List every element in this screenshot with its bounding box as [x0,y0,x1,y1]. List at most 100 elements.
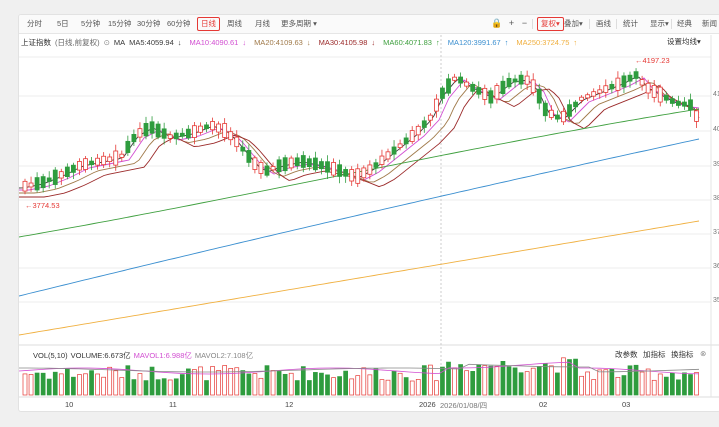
period-tab-weekly[interactable]: 周线 [227,19,242,28]
candle-body [639,79,645,86]
change-params-button[interactable]: 改参数 [615,350,638,359]
drawline-button[interactable]: 画线 [596,19,611,28]
adjust-dropdown[interactable]: 复权▾ [537,17,564,31]
candle-body [645,82,651,94]
volume-bar [518,372,524,396]
candle-body [427,114,433,121]
classic-button[interactable]: 经典 [677,19,692,28]
ma120-line [19,138,700,297]
volume-bar [77,374,82,396]
ma120-value: MA120:3991.67 ↑ [447,38,509,47]
candle-body [312,157,318,171]
index-name: 上证指数 [21,38,51,47]
volume-bar [385,379,391,396]
volume-bar [325,374,330,396]
candle-body [633,71,639,79]
stats-button[interactable]: 统计 [623,19,638,28]
candle-body [264,165,270,176]
candle-body [603,85,609,93]
volume-bar [58,373,64,396]
period-tab-monthly[interactable]: 月线 [255,19,270,28]
candle-body [657,86,663,103]
candle-body [137,128,143,138]
display-label: 显示 [650,19,665,28]
candle-body [476,87,482,95]
more-periods-label: 更多周期 [281,19,311,28]
period-tab-30min[interactable]: 30分钟 [137,19,161,28]
candle-body [300,155,306,168]
news-button[interactable]: 新闻 [702,19,717,28]
volume-bar [603,369,609,396]
period-tab-5min[interactable]: 5分钟 [81,19,101,28]
x-axis-label: 02 [539,400,548,409]
candle-body [561,110,566,123]
zoom-out-icon[interactable]: − [521,18,528,28]
volume-bar [71,376,76,396]
period-tab-60min[interactable]: 60分钟 [167,19,191,28]
ma-settings-button[interactable]: 设置均线▾ [667,36,701,48]
volume-bar [131,379,137,396]
volume-bar [524,371,530,396]
volume-bar [651,379,657,396]
volume-bar [240,370,246,396]
volume-bar [434,380,439,396]
candle-body [89,160,94,166]
overlay-dropdown[interactable]: 叠加▾ [564,15,583,33]
period-tab-15min[interactable]: 15分钟 [108,19,132,28]
mavol2-value: MAVOL2:7.108亿 [194,351,254,360]
zoom-in-icon[interactable]: + [508,18,515,28]
volume-bar [561,357,566,396]
toolbar-divider [616,19,617,29]
candle-body [452,76,457,81]
volume-bar [694,372,699,396]
close-icon[interactable]: ⊗ [700,349,707,358]
candle-body [319,161,324,170]
period-tab-daily[interactable]: 日线 [197,17,220,31]
candle-body [458,76,464,84]
switch-indicator-button[interactable]: 换指标 [671,350,694,359]
candle-body [167,134,173,139]
period-tab-5day[interactable]: 5日 [57,19,69,28]
candle-body [125,140,131,153]
candle-body [682,101,687,107]
more-periods-dropdown[interactable]: 更多周期 ▾ [281,15,317,33]
volume-bar [548,365,554,396]
volume-bar [428,364,433,396]
volume-bar [403,377,409,396]
eye-icon[interactable]: ⊙ [103,38,110,47]
volume-bar [95,373,100,396]
volume-bar [64,368,70,396]
period-tab-fenshi[interactable]: 分时 [27,19,42,28]
volume-bar [28,374,34,396]
mavol1-value: MAVOL1:6.988亿 [133,351,192,360]
volume-legend: VOL(5,10) VOLUME:6.673亿 MAVOL1:6.988亿 MAVOL… [33,350,256,361]
volume-bar [264,365,270,396]
add-indicator-button[interactable]: 加指标 [643,350,666,359]
volume-bar [246,373,252,396]
display-dropdown[interactable]: 显示▾ [650,15,669,33]
lock-icon[interactable]: 🔒 [491,18,503,28]
volume-bar [355,375,361,396]
volume-bar [313,372,318,396]
vol-indicator-label: VOL(5,10) [33,351,68,360]
candlestick-chart[interactable] [19,15,719,411]
volume-bar [458,364,463,396]
candle-body [579,96,584,101]
candle-body [337,164,343,177]
candle-body [246,150,252,163]
volume-bar [512,367,518,396]
volume-bar [597,369,603,396]
volume-bar [343,370,348,396]
volume-bar [252,373,258,396]
volume-bar [331,377,336,396]
candle-body [185,128,191,139]
candle-body [179,132,185,137]
y-axis-label: 40 [713,126,719,133]
arrow-left-icon: ← [25,201,33,210]
ma30-value: MA30:4105.98 ↓ [318,38,376,47]
candle-body [385,151,391,160]
overlay-label: 叠加 [564,19,579,28]
x-axis-label: 2026 [419,400,436,409]
volume-bar [452,367,457,396]
ma-settings-label: 设置均线 [667,37,697,46]
